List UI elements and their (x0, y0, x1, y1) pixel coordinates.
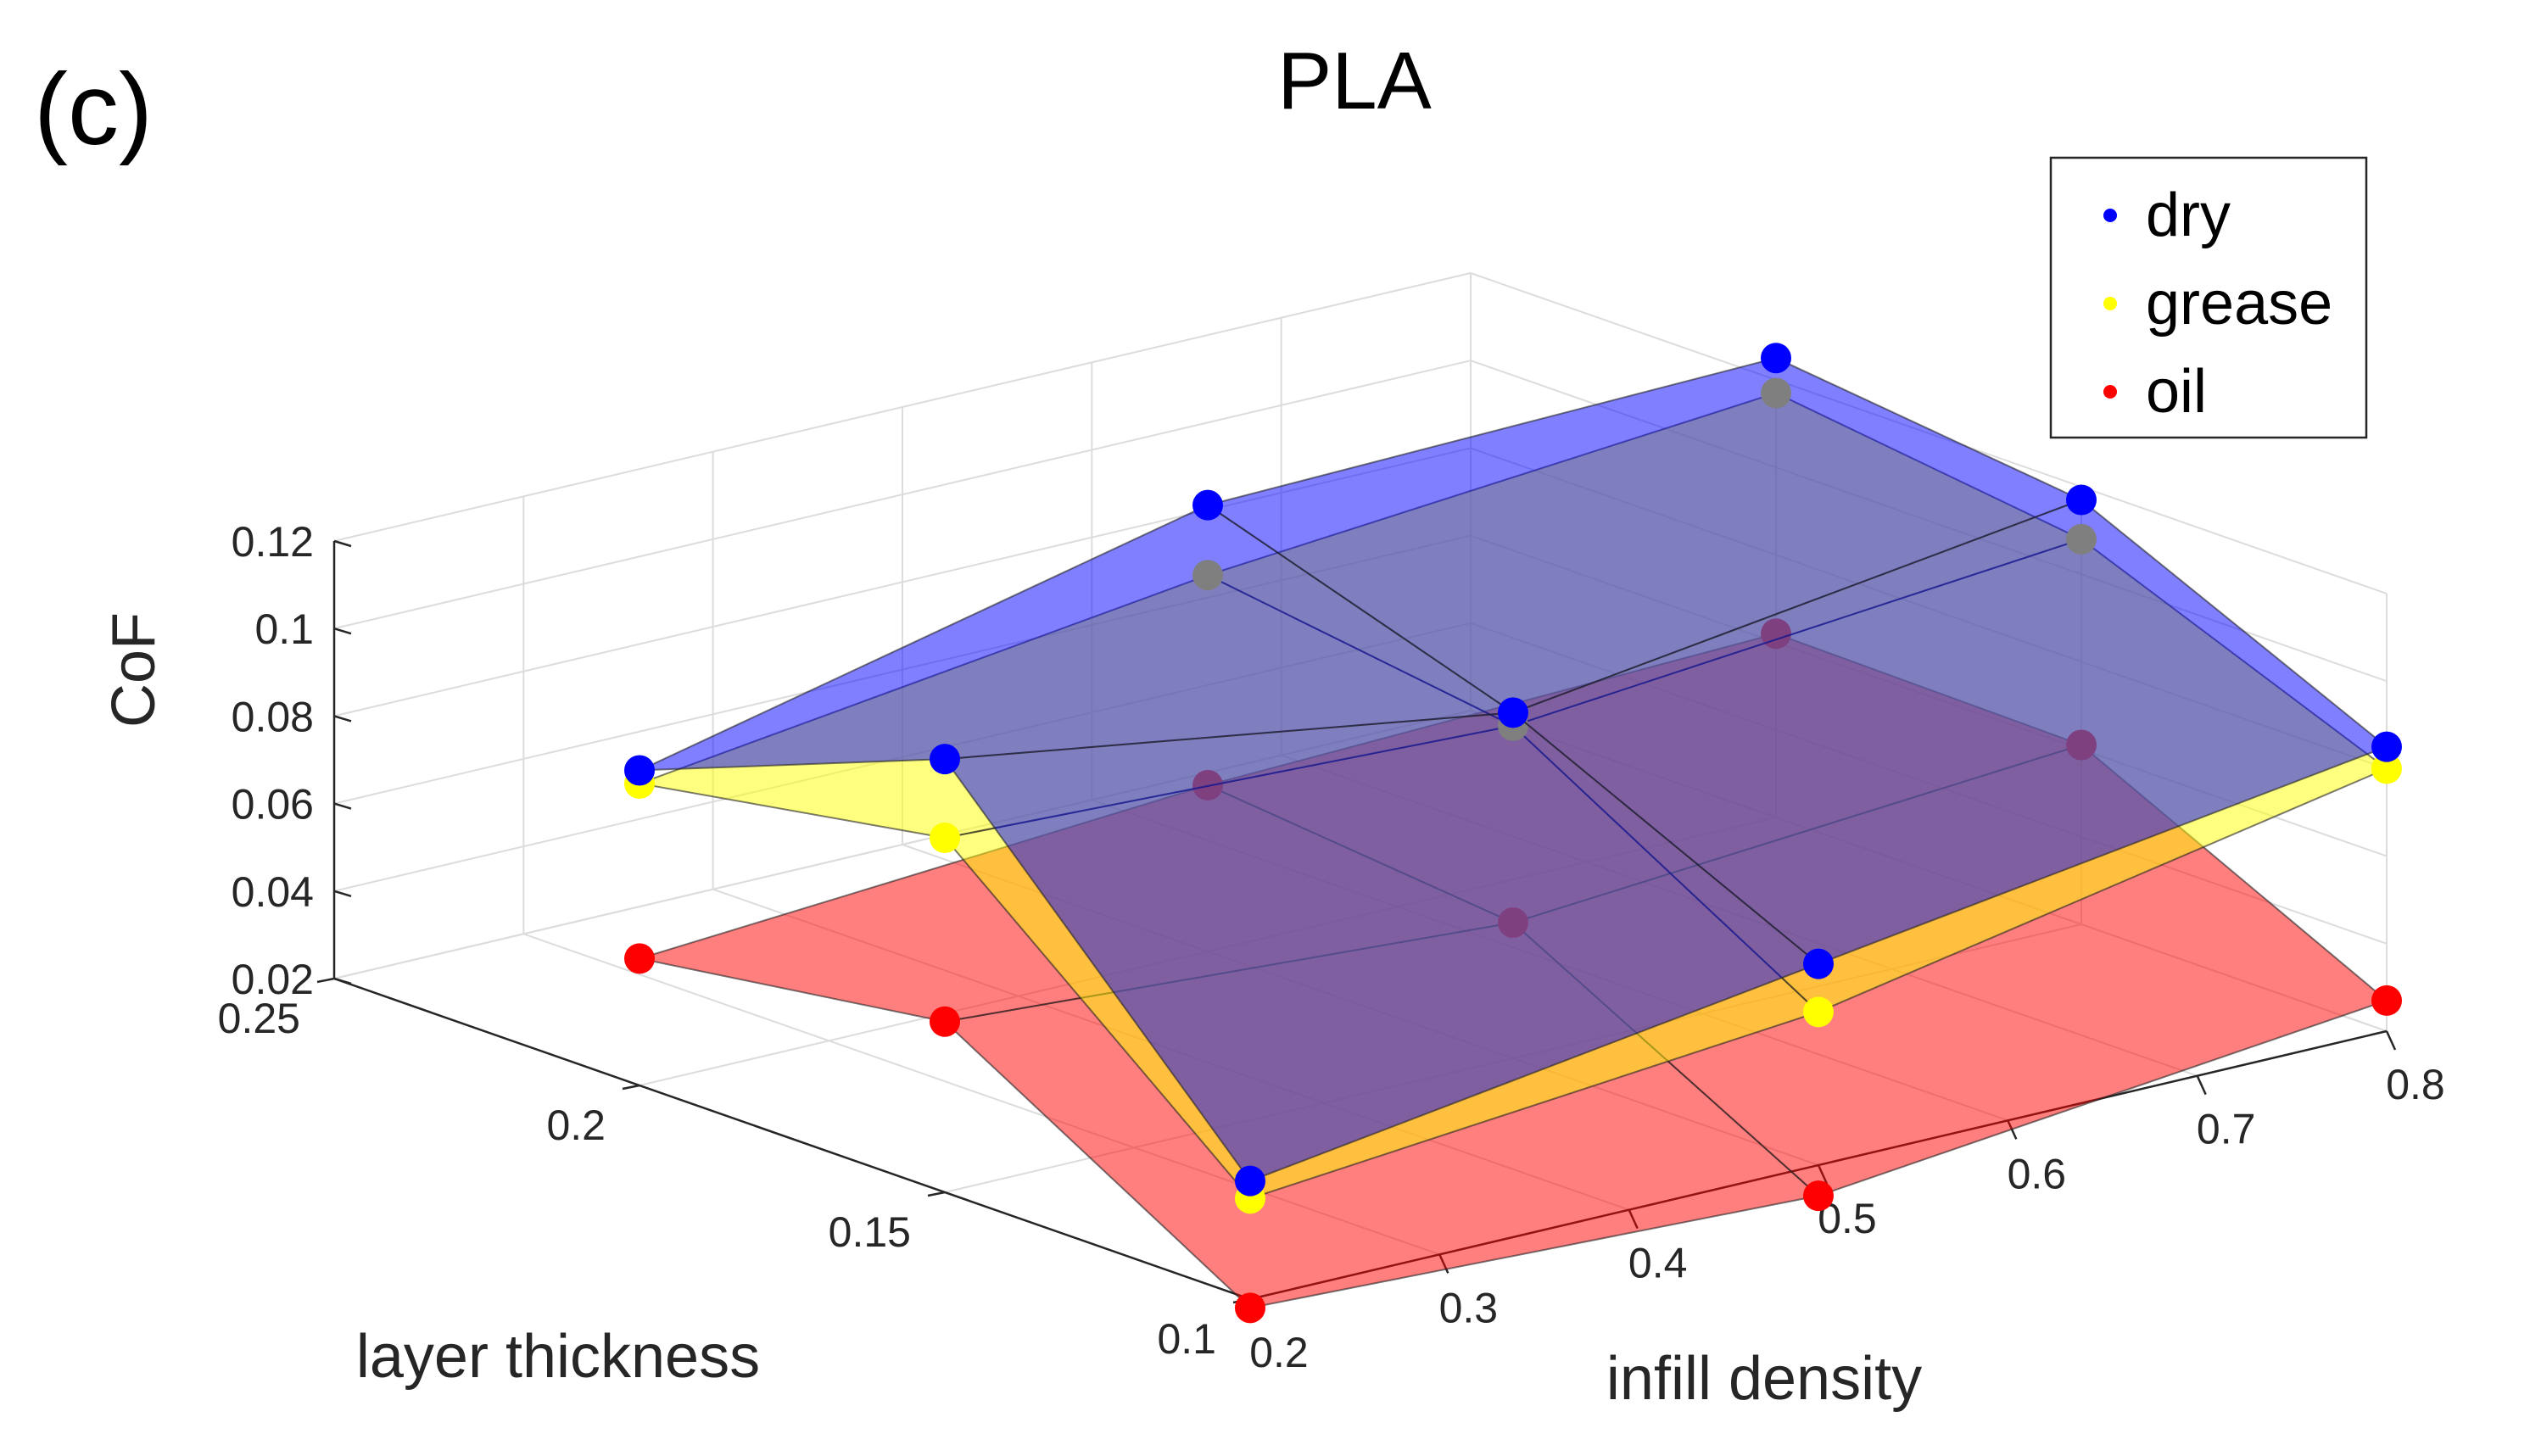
oil-data-point (1235, 1292, 1265, 1324)
chart-title: PLA (1277, 36, 1431, 126)
dry-data-point (2371, 731, 2402, 762)
dry-data-point (624, 755, 655, 786)
tick-labels: 0.20.30.40.50.60.70.80.10.150.20.250.020… (218, 518, 2445, 1376)
y-tick-mark (927, 1191, 946, 1197)
surfaces (624, 343, 2402, 1324)
y-tick-label: 0.25 (218, 995, 300, 1042)
dry-data-point (930, 744, 960, 775)
z-tick-mark (333, 977, 352, 985)
oil-data-point (930, 1006, 960, 1037)
x-tick-label: 0.2 (1249, 1329, 1309, 1376)
y-tick-label: 0.2 (546, 1102, 606, 1149)
legend-box (2049, 156, 2368, 439)
grid-wall-xz (333, 360, 1472, 630)
z-tick-mark (333, 890, 352, 897)
dry-data-point (1803, 948, 1834, 979)
grease-data-point (1803, 996, 1834, 1028)
x-tick-label: 0.3 (1439, 1284, 1499, 1331)
dry-data-point (1498, 697, 1528, 728)
x-tick-label: 0.4 (1628, 1240, 1688, 1287)
z-tick-label: 0.04 (232, 868, 314, 916)
z-tick-label: 0.1 (254, 605, 314, 653)
y-tick-mark (316, 977, 335, 984)
legend: dry grease oil (2049, 156, 2368, 439)
x-tick-mark (2196, 1075, 2207, 1096)
oil-data-point (1803, 1180, 1834, 1212)
grid-wall-xz (333, 272, 1472, 542)
z-tick-mark (333, 715, 352, 722)
legend-marker-grease (2103, 297, 2117, 310)
y-tick-label: 0.1 (1157, 1315, 1216, 1363)
legend-label-oil: oil (2146, 358, 2207, 426)
x-tick-mark (2385, 1030, 2397, 1051)
z-axis-label: CoF (100, 612, 168, 728)
dry-data-point (1235, 1165, 1265, 1197)
legend-marker-dry (2103, 209, 2117, 222)
x-tick-label: 0.7 (2197, 1106, 2256, 1153)
legend-label-grease: grease (2146, 270, 2332, 338)
y-axis-line (333, 977, 1251, 1301)
z-tick-mark (333, 802, 352, 810)
z-tick-label: 0.02 (232, 956, 314, 1003)
surface-dry (624, 343, 2402, 1197)
z-tick-label: 0.06 (232, 781, 314, 828)
z-tick-mark (333, 539, 352, 548)
grease-data-point (2371, 753, 2402, 784)
oil-data-point (624, 943, 655, 974)
z-tick-label: 0.12 (232, 518, 314, 566)
grease-data-point (930, 823, 960, 854)
oil-data-point (2371, 985, 2402, 1016)
dry-data-point (1192, 489, 1223, 521)
y-tick-mark (622, 1084, 640, 1091)
legend-label-dry: dry (2146, 181, 2231, 249)
panel-label: (c) (34, 53, 153, 166)
y-axis-label: layer thickness (356, 1323, 760, 1391)
legend-marker-oil (2103, 385, 2117, 399)
z-tick-mark (333, 628, 352, 635)
y-tick-label: 0.15 (829, 1208, 911, 1256)
dry-data-point (2066, 484, 2097, 516)
dry-data-point (1761, 343, 1791, 374)
x-axis-label: infill density (1606, 1345, 1922, 1413)
x-tick-label: 0.8 (2386, 1061, 2445, 1108)
z-tick-label: 0.08 (232, 693, 314, 740)
x-tick-label: 0.6 (2008, 1150, 2067, 1197)
